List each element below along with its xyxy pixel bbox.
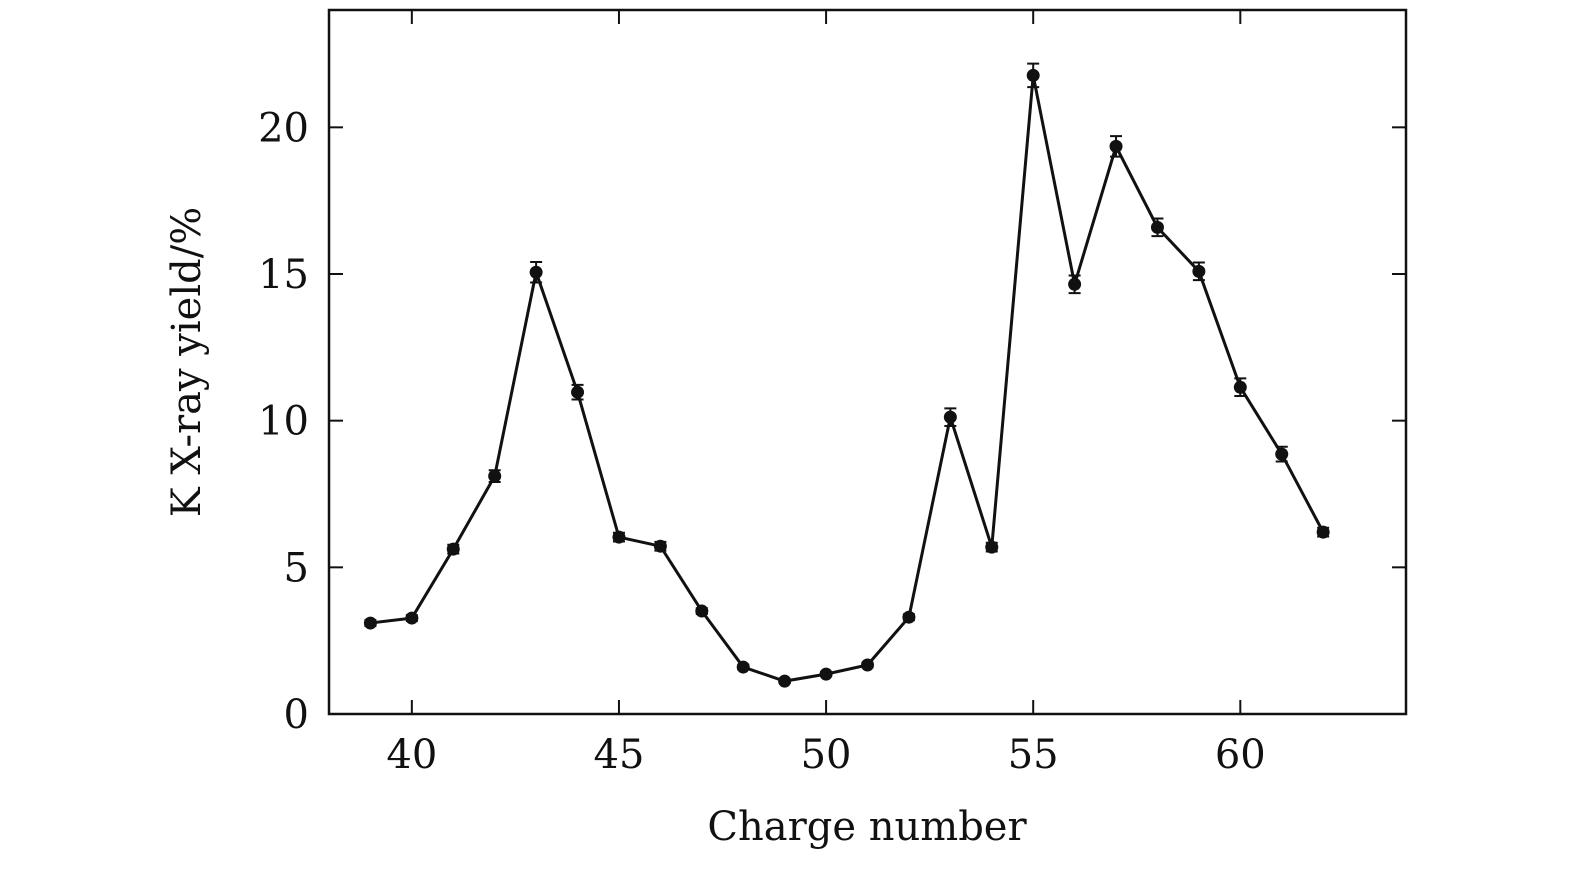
data-point (985, 540, 999, 554)
data-point (446, 542, 460, 556)
y-axis-label: K X-ray yield/% (164, 207, 210, 517)
x-axis-label: Charge number (707, 804, 1027, 850)
data-point (1150, 220, 1164, 234)
y-tick-label: 15 (258, 252, 309, 298)
data-point (1275, 447, 1289, 461)
x-tick-label: 55 (1008, 732, 1059, 778)
data-point (405, 611, 419, 625)
y-tick-label: 0 (284, 692, 309, 738)
data-point (902, 610, 916, 624)
x-tick-label: 40 (386, 732, 437, 778)
x-tick-label: 45 (594, 732, 645, 778)
data-point (943, 410, 957, 424)
y-tick-label: 10 (258, 399, 309, 445)
x-tick-label: 50 (801, 732, 852, 778)
data-point (736, 660, 750, 674)
data-point (778, 674, 792, 688)
y-tick-label: 20 (258, 105, 309, 151)
data-point (1192, 264, 1206, 278)
data-point (1068, 277, 1082, 291)
data-point (1026, 68, 1040, 82)
series-line (370, 75, 1325, 683)
data-point (488, 469, 502, 483)
data-point (571, 385, 585, 399)
data-point (363, 616, 377, 630)
data-point (529, 265, 543, 279)
x-tick-label: 60 (1215, 732, 1266, 778)
data-point (695, 604, 709, 618)
data-point (861, 658, 874, 672)
y-tick-label: 5 (284, 545, 309, 591)
data-point (1316, 525, 1330, 539)
data-point (1233, 380, 1247, 394)
data-point (819, 667, 833, 681)
data-point (1109, 139, 1123, 153)
data-point (612, 530, 626, 544)
plot-frame (327, 8, 1408, 716)
data-point (653, 539, 667, 553)
